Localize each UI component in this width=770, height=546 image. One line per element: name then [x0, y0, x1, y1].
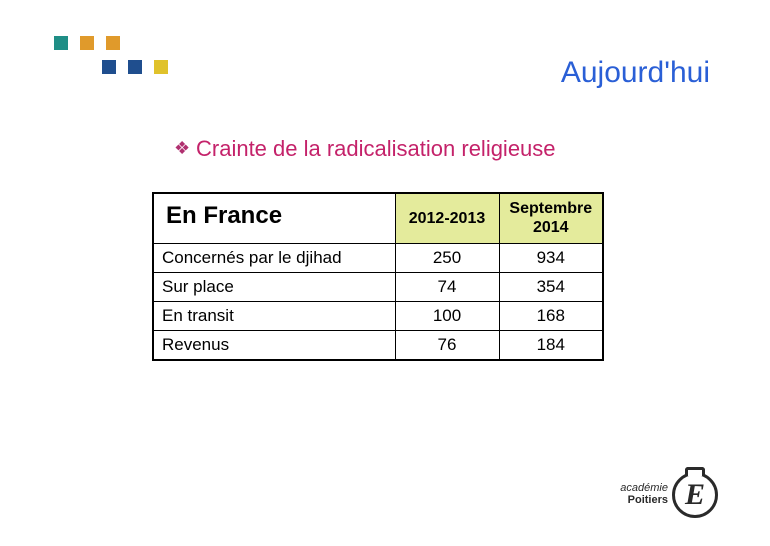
- table-row: Concernés par le djihad250934: [153, 243, 603, 272]
- table-row: En transit100168: [153, 301, 603, 330]
- table-row: Revenus76184: [153, 330, 603, 360]
- logo-text: académie Poitiers: [620, 483, 668, 506]
- logo-line2: Poitiers: [620, 495, 668, 507]
- academie-logo: académie Poitiers E: [620, 472, 718, 518]
- row-value: 934: [499, 243, 603, 272]
- decorative-dots: [54, 36, 168, 84]
- page-title: Aujourd'hui: [561, 56, 710, 90]
- table-header-row: En France 2012-2013 Septembre2014: [153, 193, 603, 243]
- row-value: 74: [395, 272, 499, 301]
- logo-e-letter: E: [685, 478, 705, 512]
- subtitle-row: Crainte de la radicalisation religieuse: [174, 136, 556, 162]
- dot-row-1: [54, 36, 168, 50]
- dot: [128, 60, 142, 74]
- row-label: Concernés par le djihad: [153, 243, 395, 272]
- row-label: En transit: [153, 301, 395, 330]
- table-header-col-1: Septembre2014: [499, 193, 603, 243]
- diamond-bullet-icon: [174, 142, 188, 156]
- table-body: Concernés par le djihad250934Sur place74…: [153, 243, 603, 360]
- dot: [106, 36, 120, 50]
- table-header-main: En France: [153, 193, 395, 243]
- logo-e-icon: E: [672, 472, 718, 518]
- dot: [154, 60, 168, 74]
- row-value: 100: [395, 301, 499, 330]
- data-table-container: En France 2012-2013 Septembre2014 Concer…: [152, 192, 604, 361]
- dot-row-2: [102, 60, 168, 74]
- table-header-col-0: 2012-2013: [395, 193, 499, 243]
- dot: [102, 60, 116, 74]
- dot: [54, 36, 68, 50]
- row-value: 184: [499, 330, 603, 360]
- subtitle-text: Crainte de la radicalisation religieuse: [196, 136, 556, 162]
- row-label: Sur place: [153, 272, 395, 301]
- row-value: 168: [499, 301, 603, 330]
- row-value: 76: [395, 330, 499, 360]
- row-value: 354: [499, 272, 603, 301]
- row-label: Revenus: [153, 330, 395, 360]
- dot: [80, 36, 94, 50]
- table-row: Sur place74354: [153, 272, 603, 301]
- data-table: En France 2012-2013 Septembre2014 Concer…: [152, 192, 604, 361]
- row-value: 250: [395, 243, 499, 272]
